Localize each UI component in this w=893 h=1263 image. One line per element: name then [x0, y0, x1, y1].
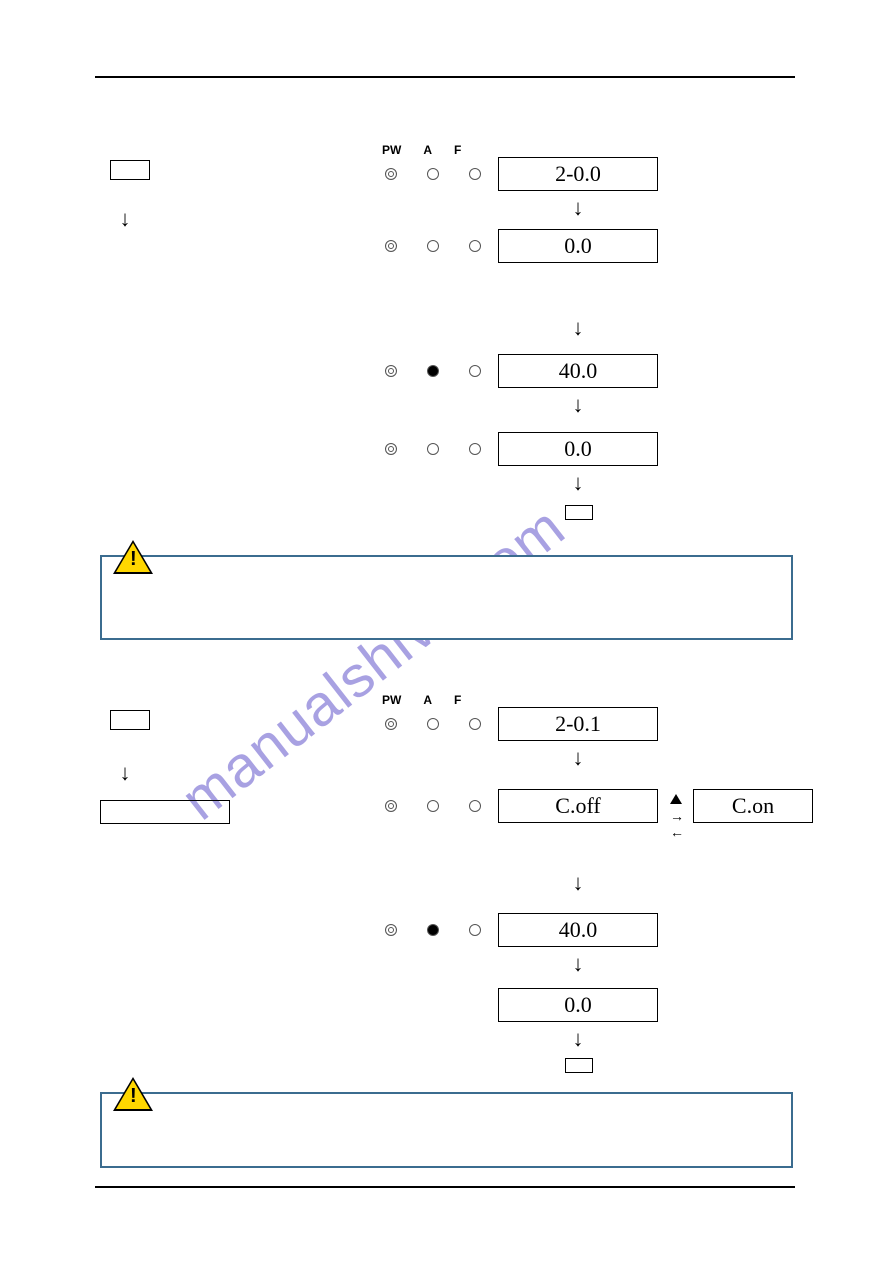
f-led-icon	[469, 365, 481, 377]
bottom-rule	[95, 1186, 795, 1188]
f-led-icon	[469, 443, 481, 455]
down-arrow-icon: ↓	[568, 392, 588, 418]
warning-icon: !	[113, 540, 153, 576]
led-row-s1-1	[385, 168, 481, 180]
a-led-icon	[427, 240, 439, 252]
a-led-icon	[427, 168, 439, 180]
f-led-icon	[469, 240, 481, 252]
display-value: 40.0	[559, 358, 598, 384]
led-label-f: F	[454, 143, 461, 157]
pw-led-icon	[385, 800, 397, 812]
led-label-pw: PW	[382, 693, 401, 707]
left-small-box-2	[110, 710, 150, 730]
led-header-2: PW A F	[382, 693, 461, 707]
down-arrow-icon: ↓	[568, 1026, 588, 1052]
led-row-s1-3	[385, 365, 481, 377]
pw-led-icon	[385, 443, 397, 455]
display-s2-2: C.off	[498, 789, 658, 823]
down-arrow-icon: ↓	[568, 315, 588, 341]
f-led-icon	[469, 718, 481, 730]
page-root: manualshive.com ↓ PW A F 2-0.0 ↓ 0.0 ↓ 4…	[0, 0, 893, 1263]
down-arrow-icon: ↓	[568, 951, 588, 977]
down-arrow-icon: ↓	[568, 870, 588, 896]
caution-box-1	[100, 555, 793, 640]
f-led-icon	[469, 924, 481, 936]
small-end-box-2	[565, 1058, 593, 1073]
led-header-1: PW A F	[382, 143, 461, 157]
left-side-box	[100, 800, 230, 824]
display-value: 0.0	[564, 233, 592, 259]
down-arrow-icon: ↓	[568, 195, 588, 221]
a-led-icon	[427, 924, 439, 936]
down-arrow-icon: ↓	[115, 760, 135, 786]
display-value: C.off	[555, 793, 600, 819]
display-s1-4: 0.0	[498, 432, 658, 466]
led-label-pw: PW	[382, 143, 401, 157]
pw-led-icon	[385, 924, 397, 936]
triangle-up-icon	[670, 794, 682, 804]
display-s1-3: 40.0	[498, 354, 658, 388]
a-led-icon	[427, 365, 439, 377]
small-end-box-1	[565, 505, 593, 520]
led-row-s2-2	[385, 800, 481, 812]
pw-led-icon	[385, 365, 397, 377]
down-arrow-icon: ↓	[115, 206, 135, 232]
a-led-icon	[427, 718, 439, 730]
warning-icon: !	[113, 1077, 153, 1113]
pw-led-icon	[385, 240, 397, 252]
f-led-icon	[469, 800, 481, 812]
top-rule	[95, 76, 795, 78]
led-row-s2-3	[385, 924, 481, 936]
display-value: 40.0	[559, 917, 598, 943]
display-value: 2-0.0	[555, 161, 601, 187]
a-led-icon	[427, 800, 439, 812]
display-value: C.on	[732, 793, 774, 819]
pw-led-icon	[385, 718, 397, 730]
f-led-icon	[469, 168, 481, 180]
display-s1-2: 0.0	[498, 229, 658, 263]
display-s1-1: 2-0.0	[498, 157, 658, 191]
led-row-s2-1	[385, 718, 481, 730]
led-label-a: A	[423, 143, 432, 157]
display-s2-4: 0.0	[498, 988, 658, 1022]
led-label-f: F	[454, 693, 461, 707]
led-label-a: A	[423, 693, 432, 707]
display-s2-2-alt: C.on	[693, 789, 813, 823]
display-s2-3: 40.0	[498, 913, 658, 947]
display-value: 0.0	[564, 436, 592, 462]
display-value: 0.0	[564, 992, 592, 1018]
right-arrow-icon: →	[670, 808, 684, 824]
led-row-s1-2	[385, 240, 481, 252]
display-value: 2-0.1	[555, 711, 601, 737]
left-arrow-icon: ←	[670, 824, 684, 840]
down-arrow-icon: ↓	[568, 470, 588, 496]
caution-box-2	[100, 1092, 793, 1168]
left-small-box-1	[110, 160, 150, 180]
watermark-text: manualshive.com	[169, 494, 578, 834]
a-led-icon	[427, 443, 439, 455]
display-s2-1: 2-0.1	[498, 707, 658, 741]
pw-led-icon	[385, 168, 397, 180]
led-row-s1-4	[385, 443, 481, 455]
down-arrow-icon: ↓	[568, 745, 588, 771]
